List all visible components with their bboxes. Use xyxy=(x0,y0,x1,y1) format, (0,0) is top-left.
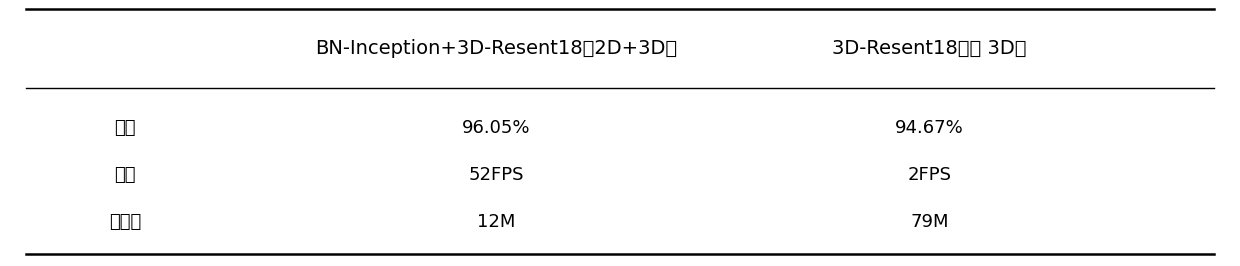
Text: 2FPS: 2FPS xyxy=(908,166,951,184)
Text: 96.05%: 96.05% xyxy=(463,119,531,137)
Text: 79M: 79M xyxy=(910,214,949,231)
Text: 94.67%: 94.67% xyxy=(895,119,963,137)
Text: 速度: 速度 xyxy=(114,166,136,184)
Text: 3D-Resent18（纽 3D）: 3D-Resent18（纽 3D） xyxy=(832,39,1027,58)
Text: 52FPS: 52FPS xyxy=(469,166,525,184)
Text: BN-Inception+3D-Resent18（2D+3D）: BN-Inception+3D-Resent18（2D+3D） xyxy=(315,39,677,58)
Text: 12M: 12M xyxy=(477,214,516,231)
Text: 精度: 精度 xyxy=(114,119,136,137)
Text: 参数量: 参数量 xyxy=(109,214,141,231)
